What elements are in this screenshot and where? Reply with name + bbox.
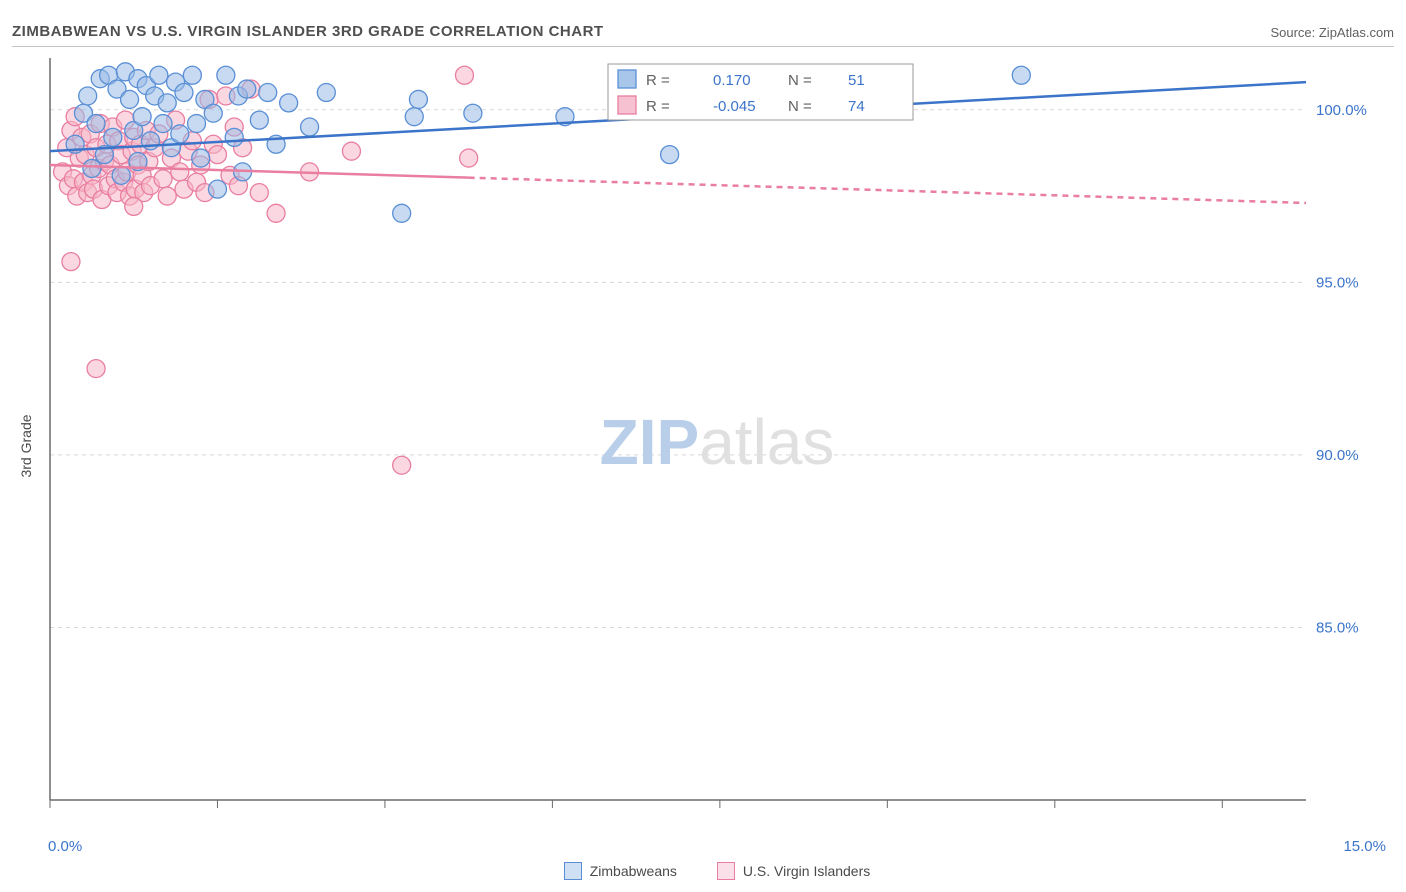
scatter-svg: 85.0% 90.0% 95.0% 100.0% R = 0.170 N = 51 R = -0.… [48, 54, 1386, 830]
svg-text:R =: R = [646, 98, 670, 115]
legend-item-zimbabweans: Zimbabweans [564, 862, 677, 880]
svg-text:51: 51 [848, 72, 865, 89]
x-axis-end-labels: 0.0% 15.0% [48, 838, 1386, 858]
svg-text:74: 74 [848, 98, 865, 115]
source-label: Source: ZipAtlas.com [1270, 25, 1394, 40]
svg-text:N =: N = [788, 72, 812, 89]
svg-text:90.0%: 90.0% [1316, 447, 1359, 464]
title-bar: ZIMBABWEAN VS U.S. VIRGIN ISLANDER 3RD G… [12, 8, 1394, 47]
legend-item-usvi: U.S. Virgin Islanders [717, 862, 870, 880]
svg-text:0.170: 0.170 [713, 72, 751, 89]
svg-text:N =: N = [788, 98, 812, 115]
svg-text:100.0%: 100.0% [1316, 102, 1367, 119]
y-axis-label: 3rd Grade [18, 414, 34, 477]
x-min-label: 0.0% [48, 838, 82, 855]
legend-swatch-pink [717, 862, 735, 880]
svg-text:95.0%: 95.0% [1316, 274, 1359, 291]
svg-text:85.0%: 85.0% [1316, 619, 1359, 636]
svg-text:-0.045: -0.045 [713, 98, 756, 115]
chart-plot: 85.0% 90.0% 95.0% 100.0% R = 0.170 N = 51 R = -0.… [48, 54, 1386, 830]
x-max-label: 15.0% [1343, 838, 1386, 855]
bottom-legend: Zimbabweans U.S. Virgin Islanders [48, 856, 1386, 886]
legend-swatch-blue [564, 862, 582, 880]
chart-title: ZIMBABWEAN VS U.S. VIRGIN ISLANDER 3RD G… [12, 23, 604, 40]
legend-label-usvi: U.S. Virgin Islanders [743, 863, 870, 879]
svg-text:R =: R = [646, 72, 670, 89]
legend-label-zimbabweans: Zimbabweans [590, 863, 677, 879]
